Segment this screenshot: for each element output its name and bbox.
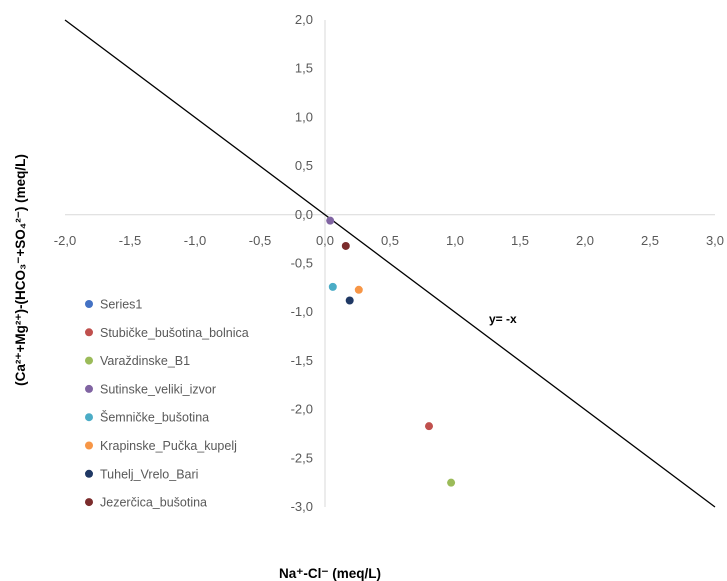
data-point <box>328 282 337 291</box>
data-point <box>354 285 363 294</box>
x-tick-label: -1,0 <box>184 233 206 248</box>
legend-marker <box>85 300 93 308</box>
x-tick-label: 3,0 <box>706 233 724 248</box>
legend-marker <box>85 328 93 337</box>
data-point <box>425 422 433 431</box>
tick-labels: -2,0 -1,5 -1,0 -0,5 0,0 0,5 1,0 1,5 2,0 2,5 3,02,0… <box>54 12 724 514</box>
legend-marker <box>85 413 93 422</box>
reference-line <box>64 19 716 508</box>
y-tick-label: -2,0 <box>291 402 313 417</box>
legend-label: Krapinske_Pučka_kupelj <box>100 439 237 453</box>
legend: Series1 Stubičke_bušotina_bolnica Varaždin… <box>85 298 249 510</box>
y-tick-label: -1,5 <box>291 353 313 368</box>
data-point <box>341 241 350 250</box>
legend-label: Varaždinske_B1 <box>100 354 190 368</box>
legend-marker <box>85 441 93 450</box>
y-tick-label: 0,5 <box>295 158 313 173</box>
reference-line-label: y= -x <box>489 312 517 326</box>
x-tick-label: -2,0 <box>54 233 76 248</box>
x-tick-label: 0,0 <box>316 233 334 248</box>
x-tick-label: 0,5 <box>381 233 399 248</box>
x-tick-label: 1,0 <box>446 233 464 248</box>
data-points <box>326 216 456 487</box>
x-tick-label: -1,5 <box>119 233 141 248</box>
legend-marker <box>85 356 93 365</box>
y-tick-label: 0,0 <box>295 207 313 222</box>
y-tick-label: -1,0 <box>291 304 313 319</box>
legend-label: Sutinske_veliki_izvor <box>100 382 216 396</box>
y-tick-label: 1,5 <box>295 61 313 76</box>
x-tick-label: 2,0 <box>576 233 594 248</box>
y-tick-label: 2,0 <box>295 12 313 27</box>
legend-label: Series1 <box>100 298 142 312</box>
legend-label: Jezerčica_bušotina <box>100 496 207 510</box>
data-point <box>447 478 456 487</box>
x-tick-label: -0,5 <box>249 233 271 248</box>
x-axis-title: Na⁺-Cl⁻ (meq/L) <box>279 566 381 581</box>
y-tick-label: 1,0 <box>295 109 313 124</box>
legend-label: Stubičke_bušotina_bolnica <box>100 326 249 340</box>
data-point <box>345 296 354 305</box>
y-tick-label: -2,5 <box>291 450 313 465</box>
legend-marker <box>85 384 93 393</box>
legend-marker <box>85 498 93 507</box>
data-point <box>326 216 335 225</box>
x-tick-label: 2,5 <box>641 233 659 248</box>
y-tick-label: -0,5 <box>291 256 313 271</box>
axes <box>65 20 715 507</box>
reference-line-group <box>64 19 716 508</box>
x-tick-label: 1,5 <box>511 233 529 248</box>
legend-label: Tuhelj_Vrelo_Bari <box>100 467 198 481</box>
legend-label: Šemničke_bušotina <box>100 410 209 425</box>
y-axis-title: (Ca²⁺+Mg²⁺)-(HCO₃⁻+SO₄²⁻) (meq/L) <box>13 154 28 386</box>
legend-marker <box>85 469 93 478</box>
y-tick-label: -3,0 <box>291 499 313 514</box>
